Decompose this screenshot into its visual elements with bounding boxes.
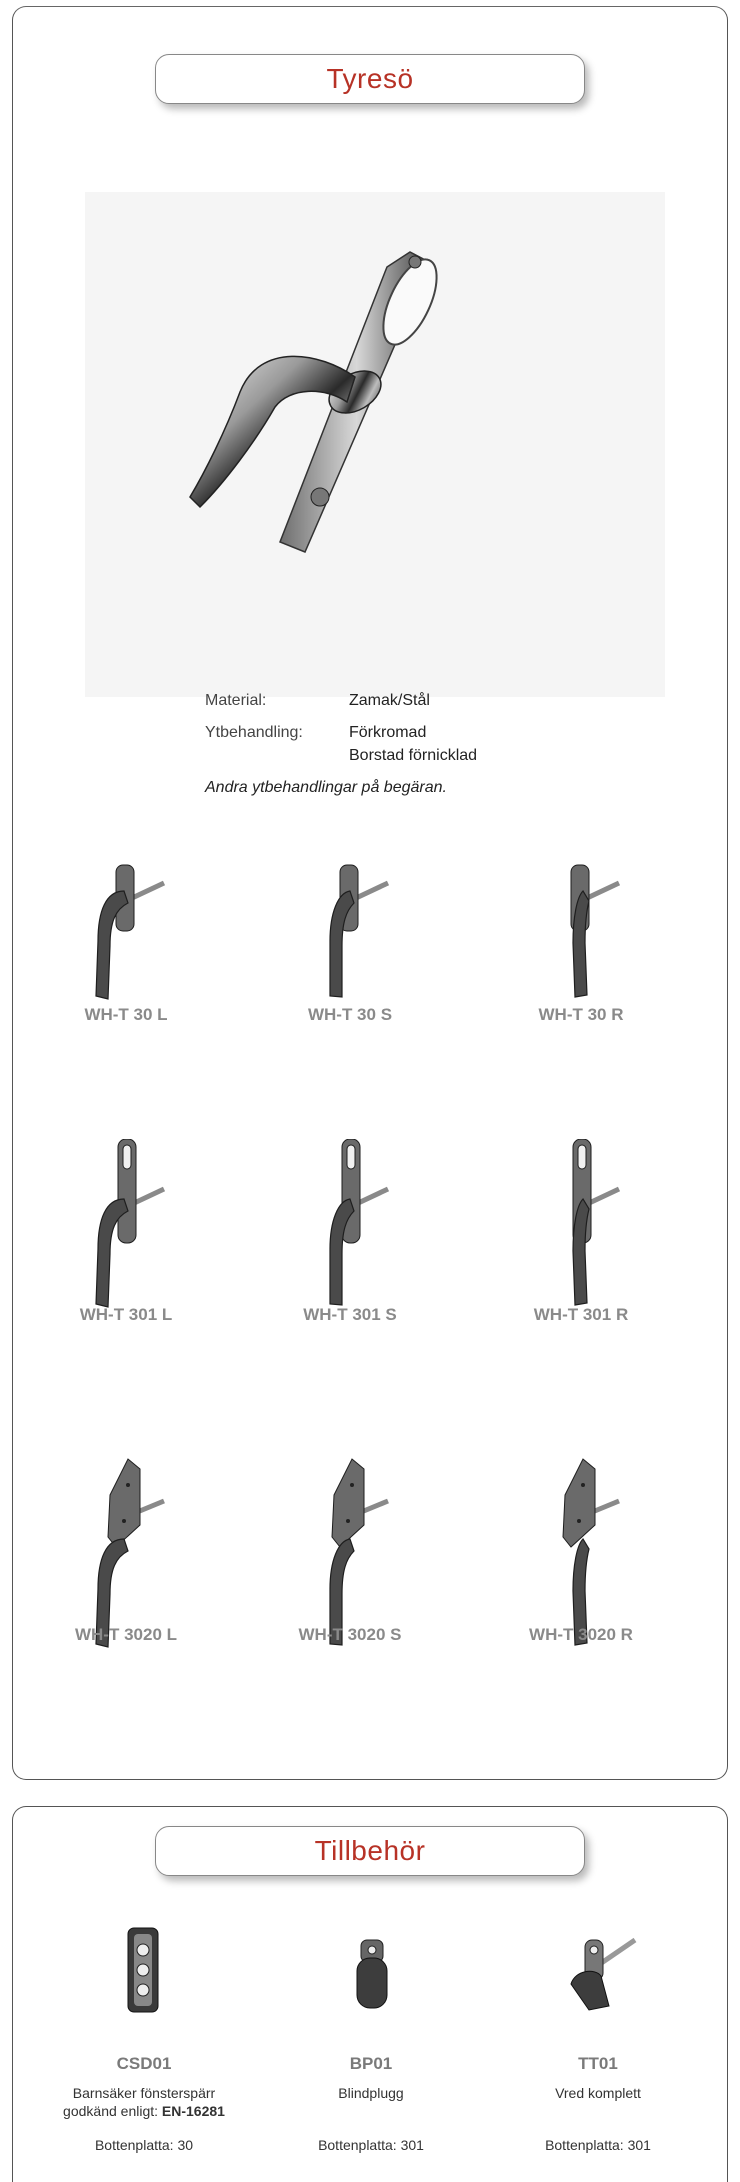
variant-item: WH-T 3020 R xyxy=(471,1458,691,1657)
accessory-tt01: TT01 Vred komplett Bottenplatta: 301 xyxy=(483,1922,713,2182)
variant-item: WH-T 301 S xyxy=(240,1139,460,1337)
variant-item: WH-T 301 L xyxy=(16,1139,236,1337)
accessory-plate: Bottenplatta: 301 xyxy=(318,2137,424,2153)
finish-note: Andra ytbehandlingar på begäran. xyxy=(205,779,447,796)
accessory-description: Barnsäker fönsterspärr godkänd enligt: E… xyxy=(63,2085,225,2119)
variant-code: WH-T 30 R xyxy=(538,1005,624,1024)
finish-value-1: Förkromad xyxy=(349,724,427,741)
blind-plug-icon xyxy=(356,1939,388,2009)
variant-item: WH-T 30 S xyxy=(240,837,460,1027)
material-label: Material: xyxy=(205,692,267,709)
accessory-plate: Bottenplatta: 30 xyxy=(94,2137,194,2153)
variant-item: WH-T 301 R xyxy=(471,1139,691,1337)
variant-code: WH-T 301 L xyxy=(79,1305,173,1324)
variant-item: WH-T 3020 S xyxy=(240,1458,460,1657)
window-handle-icon xyxy=(95,1139,166,1308)
variant-code: WH-T 301 S xyxy=(303,1305,397,1324)
handle-illustration xyxy=(189,251,438,553)
accessories-panel: Tillbehör CSD01 Barnsäker fönsterspärr g… xyxy=(12,1806,728,2182)
product-title: Tyresö xyxy=(326,63,414,94)
window-handle-icon xyxy=(329,1139,390,1306)
accessory-code: BP01 xyxy=(349,2054,393,2073)
variant-code: WH-T 3020 R xyxy=(529,1625,633,1644)
accessory-code: TT01 xyxy=(578,2054,618,2073)
window-lock-icon xyxy=(127,1927,159,2013)
accessory-code: CSD01 xyxy=(116,2054,172,2073)
product-panel: Tyresö xyxy=(12,6,728,1780)
window-handle-icon xyxy=(329,864,390,998)
window-handle-icon xyxy=(572,1139,621,1306)
window-handle-icon xyxy=(95,864,166,1000)
hero-product-image xyxy=(85,192,665,697)
window-handle-icon xyxy=(570,864,621,998)
variant-code: WH-T 30 L xyxy=(84,1005,168,1024)
product-title-box: Tyresö xyxy=(155,54,585,104)
accessory-csd01: CSD01 Barnsäker fönsterspärr godkänd enl… xyxy=(29,1922,259,2182)
accessories-title-box: Tillbehör xyxy=(155,1826,585,1876)
window-handle-icon xyxy=(95,1458,165,1648)
variant-code: WH-T 30 S xyxy=(307,1005,393,1024)
variant-code: WH-T 301 R xyxy=(533,1305,629,1324)
standard-code: EN-16281 xyxy=(161,2103,225,2119)
finish-label: Ytbehandling: xyxy=(205,724,303,741)
variant-item: WH-T 30 R xyxy=(471,837,691,1027)
knob-icon xyxy=(570,1937,637,2011)
accessory-description: Vred komplett xyxy=(555,2085,641,2101)
accessory-bp01: BP01 Blindplugg Bottenplatta: 301 xyxy=(256,1922,486,2182)
variant-item: WH-T 30 L xyxy=(16,837,236,1027)
variant-item: WH-T 3020 L xyxy=(16,1458,236,1657)
window-handle-icon xyxy=(329,1458,389,1646)
variant-code: WH-T 3020 S xyxy=(298,1625,402,1644)
finish-value-2: Borstad förnicklad xyxy=(349,747,478,764)
material-value: Zamak/Stål xyxy=(349,692,430,709)
window-handle-icon xyxy=(562,1458,620,1646)
accessories-title: Tillbehör xyxy=(314,1835,426,1866)
accessory-plate: Bottenplatta: 301 xyxy=(545,2137,651,2153)
variant-code: WH-T 3020 L xyxy=(74,1625,178,1644)
accessory-description: Blindplugg xyxy=(338,2085,404,2101)
